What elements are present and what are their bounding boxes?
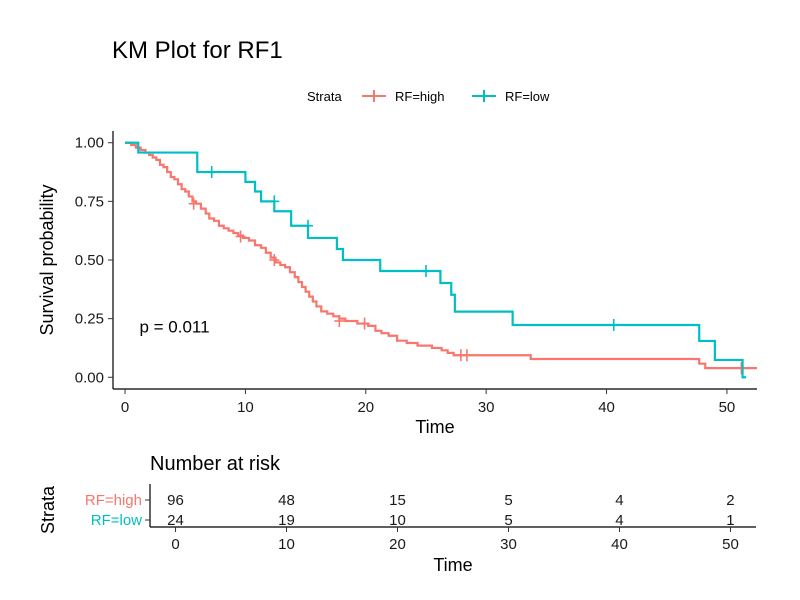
risk-x-axis-label: Time [433,555,472,575]
y-tick-label: 0.25 [75,311,104,328]
risk-count: 2 [726,492,734,509]
main-axis-ticks: 0 10 20 30 40 50 0.00 0.25 0.50 0.75 1.00 [75,135,735,416]
risk-y-axis-label: Strata [38,485,58,534]
risk-count: 5 [504,492,512,509]
km-curve-rf-high [125,141,757,370]
y-tick-label: 0.00 [75,369,104,386]
y-tick-label: 0.50 [75,252,104,269]
chart-title: KM Plot for RF1 [112,37,283,64]
risk-count: 15 [389,492,406,509]
risk-count: 48 [278,492,295,509]
y-tick-label: 1.00 [75,135,104,152]
legend-label-high: RF=high [395,89,445,104]
risk-count: 4 [615,492,623,509]
x-tick-label: 50 [719,399,736,416]
legend-key-low [472,90,496,102]
risk-strata-label-rf-low: RF=low [91,512,142,529]
x-tick-label: 10 [237,399,254,416]
risk-count: 96 [167,492,184,509]
risk-x-tick-label: 10 [278,536,295,553]
risk-count: 10 [389,512,406,529]
km-curve-rf-low [125,141,747,379]
x-tick-label: 30 [478,399,495,416]
risk-strata-label-rf-high: RF=high [85,492,142,509]
risk-count: 5 [504,512,512,529]
risk-count: 24 [167,512,184,529]
legend-key-high [362,90,386,102]
x-tick-label: 40 [598,399,615,416]
p-value-annotation: p = 0.011 [139,318,209,337]
risk-x-tick-label: 40 [611,536,628,553]
risk-count: 1 [726,512,734,529]
y-axis-label: Survival probability [37,184,57,335]
x-tick-label: 20 [357,399,374,416]
x-tick-label: 0 [121,399,129,416]
survival-curves [125,141,757,379]
y-tick-label: 0.75 [75,193,104,210]
legend-label-low: RF=low [505,89,550,104]
risk-table-title: Number at risk [150,453,281,475]
risk-count: 4 [615,512,623,529]
legend: Strata RF=high RF=low [307,89,550,104]
risk-x-tick-label: 30 [500,536,517,553]
risk-x-tick-label: 50 [722,536,739,553]
risk-x-tick-label: 20 [389,536,406,553]
legend-title: Strata [307,89,342,104]
risk-x-tick-label: 0 [171,536,179,553]
risk-table: RF=high 96 48 15 5 4 2RF=low 24 19 10 5 4 10 10 20 30 40… [85,492,739,553]
risk-count: 19 [278,512,295,529]
x-axis-label: Time [415,417,454,437]
